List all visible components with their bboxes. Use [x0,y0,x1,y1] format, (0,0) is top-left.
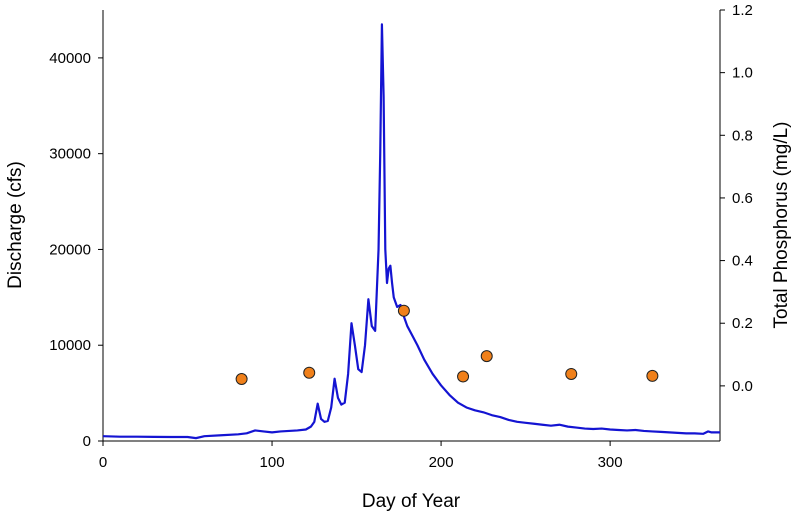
y2-axis-ticks: 0.0 0.2 0.4 0.6 0.8 1.0 1.2 [720,2,753,395]
phosphorus-point [480,350,493,363]
phosphorus-point [646,369,659,382]
y-axis-title: Discharge (cfs) [5,161,26,289]
y-tick-label: 10000 [49,337,91,354]
x-tick-label: 0 [99,454,107,471]
discharge-line [102,23,720,440]
y-axis-ticks: 0 10000 20000 30000 40000 [49,50,103,450]
y-tick-label: 20000 [49,241,91,258]
y-tick-label: 30000 [49,146,91,163]
y2-axis-title: Total Phosphorus (mg/L) [771,122,792,329]
y2-tick-label: 1.2 [732,2,753,19]
y2-tick-label: 0.6 [732,190,753,207]
y2-tick-label: 0.2 [732,315,753,332]
y2-tick-label: 0.0 [732,378,753,395]
x-tick-label: 300 [598,454,623,471]
y2-tick-label: 1.0 [732,65,753,82]
series-layer [102,23,720,440]
y-tick-label: 0 [83,433,91,450]
y-tick-label: 40000 [49,50,91,67]
x-axis-ticks: 0 100 200 300 [99,441,623,471]
phosphorus-point [457,370,470,383]
phosphorus-point [303,366,316,379]
plot-frame [102,10,721,442]
phosphorus-point [565,367,578,380]
x-tick-label: 100 [260,454,285,471]
y2-tick-label: 0.8 [732,127,753,144]
phosphorus-point [397,304,410,317]
x-tick-label: 200 [429,454,454,471]
y2-tick-label: 0.4 [732,253,753,270]
phosphorus-point [235,372,248,385]
x-axis-title: Day of Year [362,491,461,512]
